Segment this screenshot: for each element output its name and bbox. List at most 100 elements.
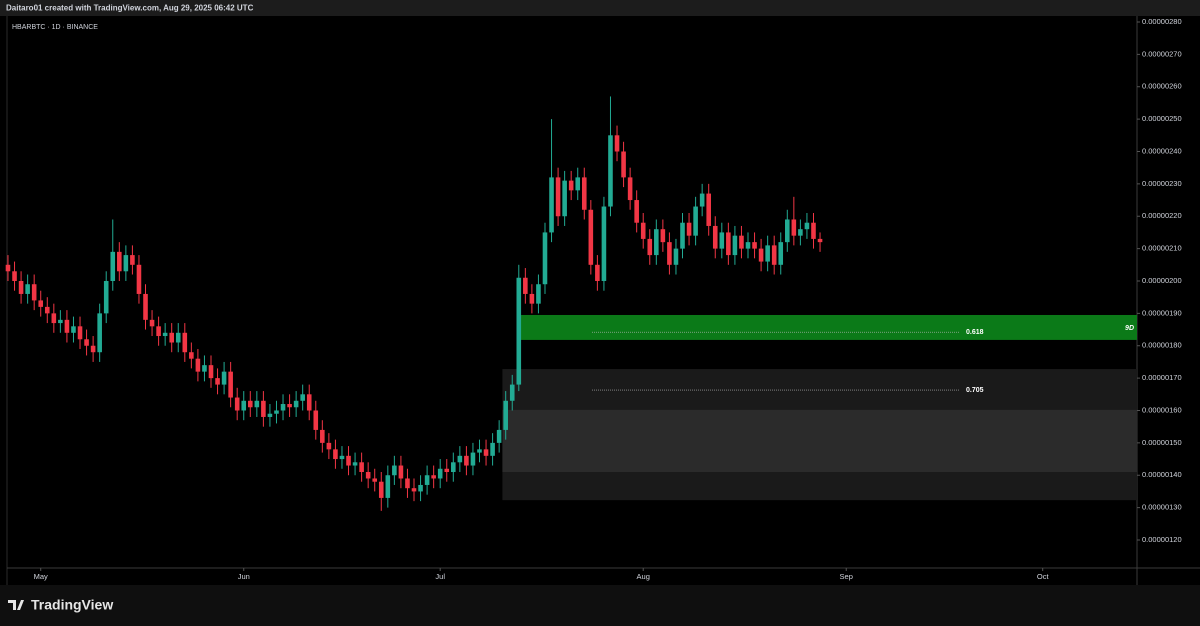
candle-body [51, 313, 57, 324]
candle-body [320, 429, 325, 443]
y-tick-label: 0.00000120 [1142, 535, 1182, 544]
candle-body [71, 326, 76, 333]
candle-body [195, 358, 201, 372]
candle-body [608, 135, 613, 207]
candle-body [84, 339, 89, 346]
y-tick-label: 0.00000270 [1142, 49, 1182, 58]
candle-body [189, 352, 194, 359]
candle-body [811, 222, 816, 239]
candle-body [215, 378, 220, 385]
candle-body [365, 472, 371, 479]
candle-body [254, 400, 260, 408]
candle-body [667, 242, 672, 265]
candle-body [614, 135, 620, 152]
candle-body [640, 222, 646, 239]
y-tick-label: 0.00000200 [1142, 276, 1182, 285]
candle-body [771, 245, 777, 265]
candle-body [136, 264, 142, 294]
candle-body [169, 332, 174, 343]
candle-body [706, 193, 711, 226]
candle-body [562, 180, 567, 217]
candle-body [306, 394, 312, 411]
candle-body [444, 468, 450, 473]
candle-body [287, 404, 292, 408]
candle-body [175, 332, 181, 343]
y-tick-label: 0.00000190 [1142, 308, 1182, 317]
candle-body [398, 465, 404, 479]
candle-body [745, 242, 751, 249]
candle-body [758, 248, 764, 262]
candle-body [660, 229, 666, 243]
candle-body [464, 455, 469, 466]
candle-body [117, 251, 122, 272]
y-tick-label: 0.00000160 [1142, 405, 1182, 414]
candle-body [693, 206, 698, 236]
candle-body [529, 293, 535, 304]
candle-body [143, 293, 148, 320]
candle-body [313, 410, 319, 430]
candle-body [431, 475, 436, 479]
candle-body [208, 365, 214, 379]
candle-body [339, 455, 345, 460]
candle-body [588, 209, 594, 265]
candle-body [523, 277, 528, 294]
candle-body [247, 400, 253, 408]
y-tick-label: 0.00000140 [1142, 470, 1182, 479]
y-tick-label: 0.00000240 [1142, 146, 1182, 155]
candle-body [130, 255, 135, 265]
y-tick-label: 0.00000150 [1142, 438, 1182, 447]
candle-body [202, 365, 207, 372]
candle-body [267, 413, 273, 417]
candle-body [5, 264, 11, 272]
candle-body [699, 193, 705, 207]
candle-body [18, 280, 24, 294]
candle-body [791, 219, 797, 236]
candle-body [785, 219, 790, 243]
y-tick-label: 0.00000130 [1142, 503, 1182, 512]
candle-body [680, 222, 685, 249]
candle-body [765, 245, 770, 262]
zone-label: 9D [1125, 325, 1134, 332]
candle-body [228, 371, 233, 398]
candle-body [503, 400, 508, 430]
y-tick-label: 0.00000180 [1142, 341, 1182, 350]
candle-body [568, 180, 574, 191]
candle-body [58, 319, 63, 324]
candle-body [234, 397, 240, 411]
y-tick-label: 0.00000220 [1142, 211, 1182, 220]
candle-body [352, 462, 358, 466]
zone [502, 409, 1138, 473]
candle-body [162, 332, 168, 337]
candle-body [300, 394, 305, 401]
candle-body [326, 442, 332, 450]
bottom-bar [0, 585, 1200, 626]
candle-body [123, 255, 129, 272]
x-tick-label: Sep [840, 572, 853, 581]
candle-body [732, 235, 738, 256]
candle-body [418, 484, 423, 492]
x-tick-label: May [34, 572, 48, 581]
candle-body [634, 200, 639, 223]
candle-body [359, 462, 364, 473]
candle-body [333, 449, 338, 460]
brand: TradingView [31, 597, 113, 613]
candle-body [149, 319, 155, 327]
candle-body [627, 177, 633, 201]
y-tick-label: 0.00000280 [1142, 17, 1182, 26]
candle-body [156, 326, 161, 337]
caption: Daitaro01 created with TradingView.com, … [6, 4, 254, 13]
candle-body [451, 462, 456, 473]
logo: TradingView [8, 597, 113, 613]
candle-body [411, 488, 417, 492]
candle-body [654, 229, 659, 256]
candle-body [778, 242, 784, 265]
candle-body [647, 238, 653, 256]
candle-body [686, 222, 692, 236]
level-label: 0.705 [966, 387, 984, 394]
candle-body [346, 455, 351, 466]
candle-body [804, 222, 810, 230]
candle-body [542, 232, 548, 285]
candle-body [712, 225, 718, 249]
candle-body [31, 284, 37, 301]
